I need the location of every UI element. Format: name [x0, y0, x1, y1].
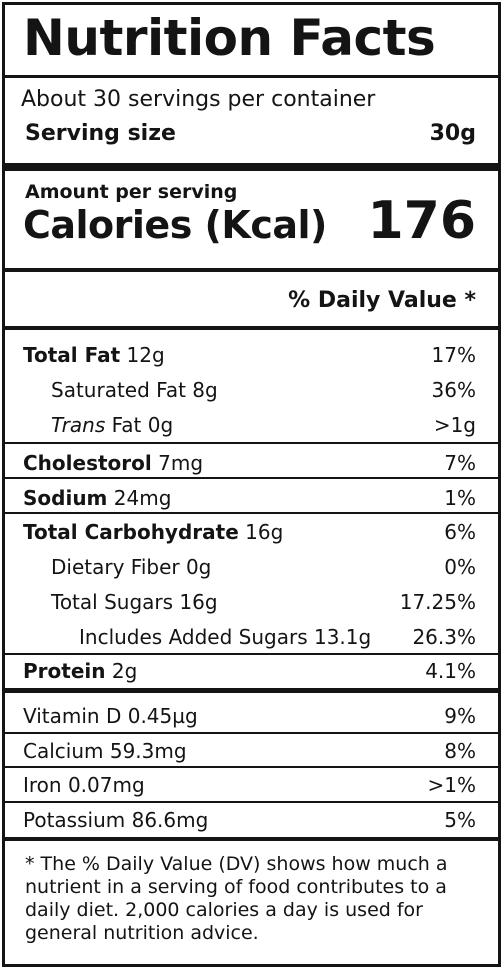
nutrient-row-total-carbohydrate: Total Carbohydrate 16g 6% [5, 514, 498, 548]
vitamin-dv: 5% [444, 808, 476, 832]
thin-divider [5, 766, 498, 768]
nutrient-name: Cholestorol [23, 451, 152, 475]
vitamin-row-vitamin-d: Vitamin D 0.45µg 9% [5, 698, 498, 732]
nutrient-dv: 6% [444, 520, 476, 544]
nutrient-name: Sodium [23, 486, 108, 510]
nutrient-name-italic: Trans [51, 413, 106, 437]
nutrient-name: Saturated Fat 8g [51, 378, 218, 402]
vitamin-row-calcium: Calcium 59.3mg 8% [5, 733, 498, 767]
nutrient-amount: 24mg [107, 486, 172, 510]
thick-divider [5, 688, 498, 693]
nutrient-row-sodium: Sodium 24mg 1% [5, 480, 498, 514]
nutrient-name: Dietary Fiber 0g [51, 555, 212, 579]
serving-size-label: Serving size [25, 121, 176, 146]
nutrient-dv: 7% [444, 451, 476, 475]
amount-per-serving: Amount per serving [25, 181, 238, 203]
nutrient-dv: 0% [444, 555, 476, 579]
vitamin-dv: 8% [444, 739, 476, 763]
servings-per-container: About 30 servings per container [21, 87, 376, 112]
nutrient-dv: 26.3% [412, 625, 476, 649]
medium-divider [5, 268, 498, 272]
vitamin-name: Calcium 59.3mg [23, 739, 187, 763]
footnote: * The % Daily Value (DV) shows how much … [25, 853, 448, 944]
nutrient-dv: 4.1% [425, 659, 476, 683]
vitamin-dv: >1% [427, 773, 477, 797]
vitamin-name: Potassium 86.6mg [23, 808, 209, 832]
divider [5, 75, 498, 78]
nutrient-name: Total Fat [23, 343, 121, 367]
nutrient-row-total-fat: Total Fat 12g 17% [5, 337, 498, 371]
thin-divider [5, 801, 498, 803]
nutrient-row-dietary-fiber: Dietary Fiber 0g 0% [5, 549, 498, 583]
nutrient-amount: 7mg [151, 451, 204, 475]
nutrient-dv: 17% [431, 343, 476, 367]
nutrient-dv: >1g [433, 413, 476, 437]
nutrient-name: Fat 0g [105, 413, 174, 437]
nutrient-row-saturated-fat: Saturated Fat 8g 36% [5, 372, 498, 406]
calories-label: Calories (Kcal) [23, 203, 327, 247]
vitamin-row-iron: Iron 0.07mg >1% [5, 767, 498, 801]
thin-divider [5, 732, 498, 734]
nutrient-name: Total Carbohydrate [23, 520, 239, 544]
nutrient-row-added-sugars: Includes Added Sugars 13.1g 26.3% [5, 619, 498, 653]
medium-divider [5, 326, 498, 330]
nutrient-name: Protein [23, 659, 106, 683]
nutrient-amount: 12g [120, 343, 165, 367]
daily-value-header: % Daily Value * [288, 288, 476, 313]
nutrient-dv: 36% [431, 378, 476, 402]
nutrient-row-trans-fat: Trans Fat 0g >1g [5, 407, 498, 441]
calories-value: 176 [367, 191, 476, 251]
nutrient-row-total-sugars: Total Sugars 16g 17.25% [5, 584, 498, 618]
nutrient-name: Total Sugars 16g [51, 590, 218, 614]
thick-divider [5, 163, 498, 171]
nutrient-row-cholesterol: Cholestorol 7mg 7% [5, 445, 498, 479]
thin-divider [5, 477, 498, 479]
nutrient-dv: 1% [444, 486, 476, 510]
nutrient-amount: 2g [105, 659, 138, 683]
label-title: Nutrition Facts [23, 9, 436, 67]
thin-divider [5, 512, 498, 514]
nutrient-name: Includes Added Sugars 13.1g [79, 625, 372, 649]
nutrient-amount: 16g [238, 520, 284, 544]
serving-size-value: 30g [429, 121, 476, 146]
medium-divider [5, 837, 498, 841]
vitamin-name: Iron 0.07mg [23, 773, 145, 797]
nutrient-row-protein: Protein 2g 4.1% [5, 653, 498, 687]
thin-divider [5, 442, 498, 444]
nutrient-dv: 17.25% [399, 590, 476, 614]
thin-divider [5, 653, 498, 655]
vitamin-dv: 9% [444, 704, 476, 728]
vitamin-row-potassium: Potassium 86.6mg 5% [5, 802, 498, 836]
vitamin-name: Vitamin D 0.45µg [23, 704, 198, 728]
